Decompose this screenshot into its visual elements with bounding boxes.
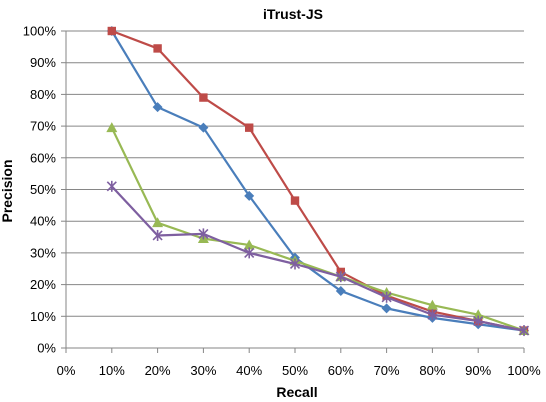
series-2-point-1: [107, 26, 116, 36]
series-2-point-3: [199, 93, 208, 102]
y-tick-label-3: 30%: [30, 245, 56, 260]
series-1-point-7: [381, 303, 392, 314]
x-axis-label: Recall: [276, 384, 317, 400]
y-tick-label-4: 40%: [30, 214, 56, 229]
chart-title: iTrust-JS: [263, 6, 323, 22]
y-tick-label-10: 100%: [23, 24, 57, 39]
gridlines: [66, 30, 524, 317]
series-2-point-4: [245, 123, 254, 132]
y-tick-label-9: 90%: [30, 55, 56, 70]
series-4-point-1: [106, 180, 117, 192]
series-3-point-4: [243, 239, 255, 250]
series-4-point-9: [473, 315, 484, 327]
x-tick-label-2: 20%: [145, 363, 171, 378]
series-4-point-8: [427, 309, 438, 321]
series-2-point-5: [290, 196, 300, 205]
series-3-point-8: [426, 299, 438, 310]
series-4: [106, 180, 530, 337]
y-tick-label-6: 60%: [30, 150, 56, 165]
series-1-point-4: [244, 190, 255, 201]
y-tick-label-8: 80%: [30, 87, 56, 102]
x-tick-label-9: 90%: [465, 363, 491, 378]
y-tick-label-0: 0%: [37, 341, 56, 356]
x-tick-labels: 0% 10% 20% 30% 40% 50% 60% 70% 80% 90% 100%: [57, 363, 541, 378]
series-4-line: [110, 185, 525, 332]
y-tick-label-2: 20%: [30, 277, 56, 292]
y-tick-labels: 0% 10% 20% 30% 40% 50% 60% 70% 80% 90% 100%: [23, 24, 57, 356]
x-tick-label-8: 80%: [419, 363, 445, 378]
x-tick-label-1: 10%: [99, 363, 125, 378]
series-1-point-2: [152, 102, 163, 113]
series-3-point-9: [472, 309, 484, 320]
series-4-point-2: [152, 229, 163, 241]
series-2-line: [111, 29, 525, 332]
x-tick-label-7: 70%: [374, 363, 400, 378]
x-tick-label-6: 60%: [328, 363, 354, 378]
y-tick-label-7: 70%: [30, 119, 56, 134]
series-4-point-10: [518, 325, 530, 337]
x-tick-label-10: 100%: [507, 363, 541, 378]
series-group: [106, 26, 530, 337]
x-tick-label-5: 50%: [282, 363, 308, 378]
series-3-line: [110, 127, 525, 332]
x-tick-label-3: 30%: [190, 363, 216, 378]
series-4-point-4: [244, 247, 255, 259]
y-tick-label-5: 50%: [30, 182, 56, 197]
series-2-point-2: [153, 44, 162, 53]
series-1-line: [110, 30, 525, 332]
y-axis-label: Precision: [0, 159, 15, 222]
series-4-point-3: [198, 228, 209, 240]
x-tick-label-4: 40%: [236, 363, 262, 378]
x-tick-label-0: 0%: [57, 363, 76, 378]
series-1-point-6: [335, 285, 346, 296]
y-tick-label-1: 10%: [30, 309, 56, 324]
series-1-point-3: [198, 122, 209, 133]
series-3-point-2: [152, 217, 164, 228]
series-3-point-1: [106, 122, 118, 133]
axes: [61, 30, 525, 353]
series-4-point-6: [335, 271, 346, 283]
series-4-point-7: [381, 291, 392, 303]
series-4-point-5: [289, 258, 301, 270]
